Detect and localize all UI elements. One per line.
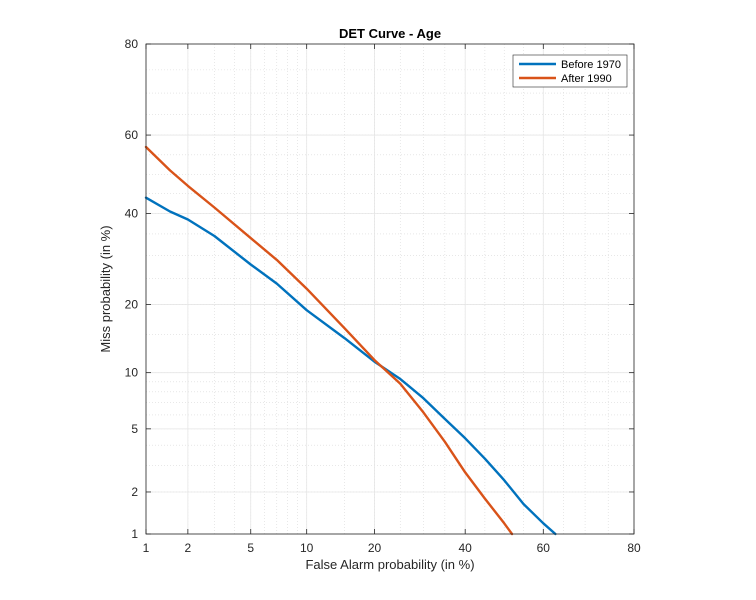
chart-title: DET Curve - Age bbox=[339, 26, 441, 41]
y-tick-label: 20 bbox=[125, 298, 139, 312]
plot-background bbox=[146, 44, 634, 534]
x-tick-label: 80 bbox=[627, 541, 641, 555]
y-tick-label: 40 bbox=[125, 206, 139, 220]
x-tick-label: 10 bbox=[300, 541, 314, 555]
series-lines bbox=[144, 145, 557, 536]
legend-label: After 1990 bbox=[561, 73, 612, 85]
y-tick-label: 10 bbox=[125, 366, 139, 380]
plot-frame bbox=[145, 43, 635, 535]
y-tick-label: 2 bbox=[131, 485, 138, 499]
axis-ticks: 1 2 5 10 20 40 60 80 1 2 5 10 20 40 60 80 bbox=[125, 37, 641, 555]
y-tick-label: 80 bbox=[125, 37, 139, 51]
y-tick-label: 60 bbox=[125, 128, 139, 142]
y-axis-label: Miss probability (in %) bbox=[98, 225, 113, 352]
y-tick-label: 5 bbox=[131, 422, 138, 436]
legend-label: Before 1970 bbox=[561, 59, 621, 71]
x-tick-label: 40 bbox=[459, 541, 473, 555]
x-tick-label: 20 bbox=[368, 541, 382, 555]
legend-box bbox=[512, 54, 628, 88]
x-tick-label: 60 bbox=[537, 541, 551, 555]
x-tick-label: 2 bbox=[185, 541, 192, 555]
y-tick-label: 1 bbox=[131, 527, 138, 541]
x-tick-label: 5 bbox=[247, 541, 254, 555]
x-axis-label: False Alarm probability (in %) bbox=[305, 557, 474, 572]
legend: Before 1970 After 1990 bbox=[512, 54, 628, 88]
series-line-after-1990 bbox=[144, 145, 514, 536]
x-tick-label: 1 bbox=[143, 541, 150, 555]
